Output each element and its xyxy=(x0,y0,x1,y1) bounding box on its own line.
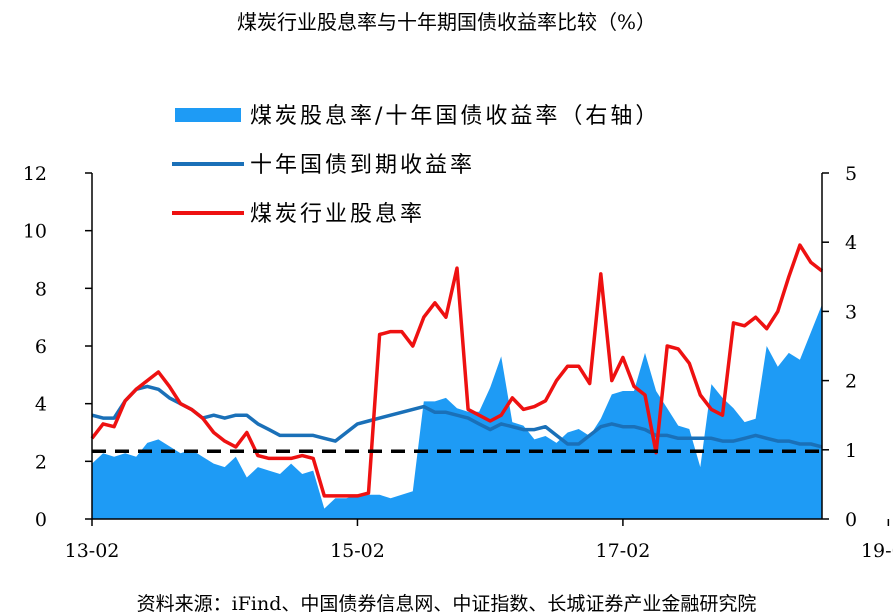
bond-yield-line xyxy=(91,384,823,449)
ratio-area-series xyxy=(92,304,822,519)
y-left-tick-label: 10 xyxy=(23,221,47,243)
legend-item-bond-yield: 十年国债到期收益率 xyxy=(250,153,475,178)
x-tick-label: 19-02 xyxy=(861,540,893,562)
line-series-group xyxy=(90,243,824,498)
chart-title: 煤炭行业股息率与十年期国债收益率比较（%） xyxy=(236,10,656,34)
y-left-tick-label: 8 xyxy=(35,278,47,300)
legend-item-ratio: 煤炭股息率/十年国债收益率（右轴） xyxy=(250,104,660,129)
y-left-tick-label: 0 xyxy=(35,509,47,531)
y-right-tick-label: 4 xyxy=(845,232,857,254)
y-left-tick-label: 6 xyxy=(35,336,47,358)
chart-source: 资料来源：iFind、中国债券信息网、中证指数、长城证券产业金融研究院 xyxy=(136,593,757,615)
y-right-tick-label: 2 xyxy=(845,371,857,393)
legend-item-coal-dividend: 煤炭行业股息率 xyxy=(250,202,425,227)
y-right-tick-label: 1 xyxy=(845,440,857,462)
y-left-tick-label: 2 xyxy=(35,451,47,473)
axes-group: 02468101201234513-0215-0217-0219-0221-02… xyxy=(23,163,893,562)
y-right-tick-label: 3 xyxy=(845,301,857,323)
x-tick-label: 13-02 xyxy=(65,540,120,562)
coal-dividend-line xyxy=(90,243,824,498)
y-right-tick-label: 5 xyxy=(845,163,857,185)
ratio-area xyxy=(92,304,822,519)
x-tick-label: 15-02 xyxy=(330,540,385,562)
legend-swatch-area xyxy=(175,108,241,122)
y-right-tick-label: 0 xyxy=(845,509,857,531)
y-left-tick-label: 12 xyxy=(23,163,47,185)
y-left-tick-label: 4 xyxy=(35,394,47,416)
x-tick-label: 17-02 xyxy=(596,540,651,562)
